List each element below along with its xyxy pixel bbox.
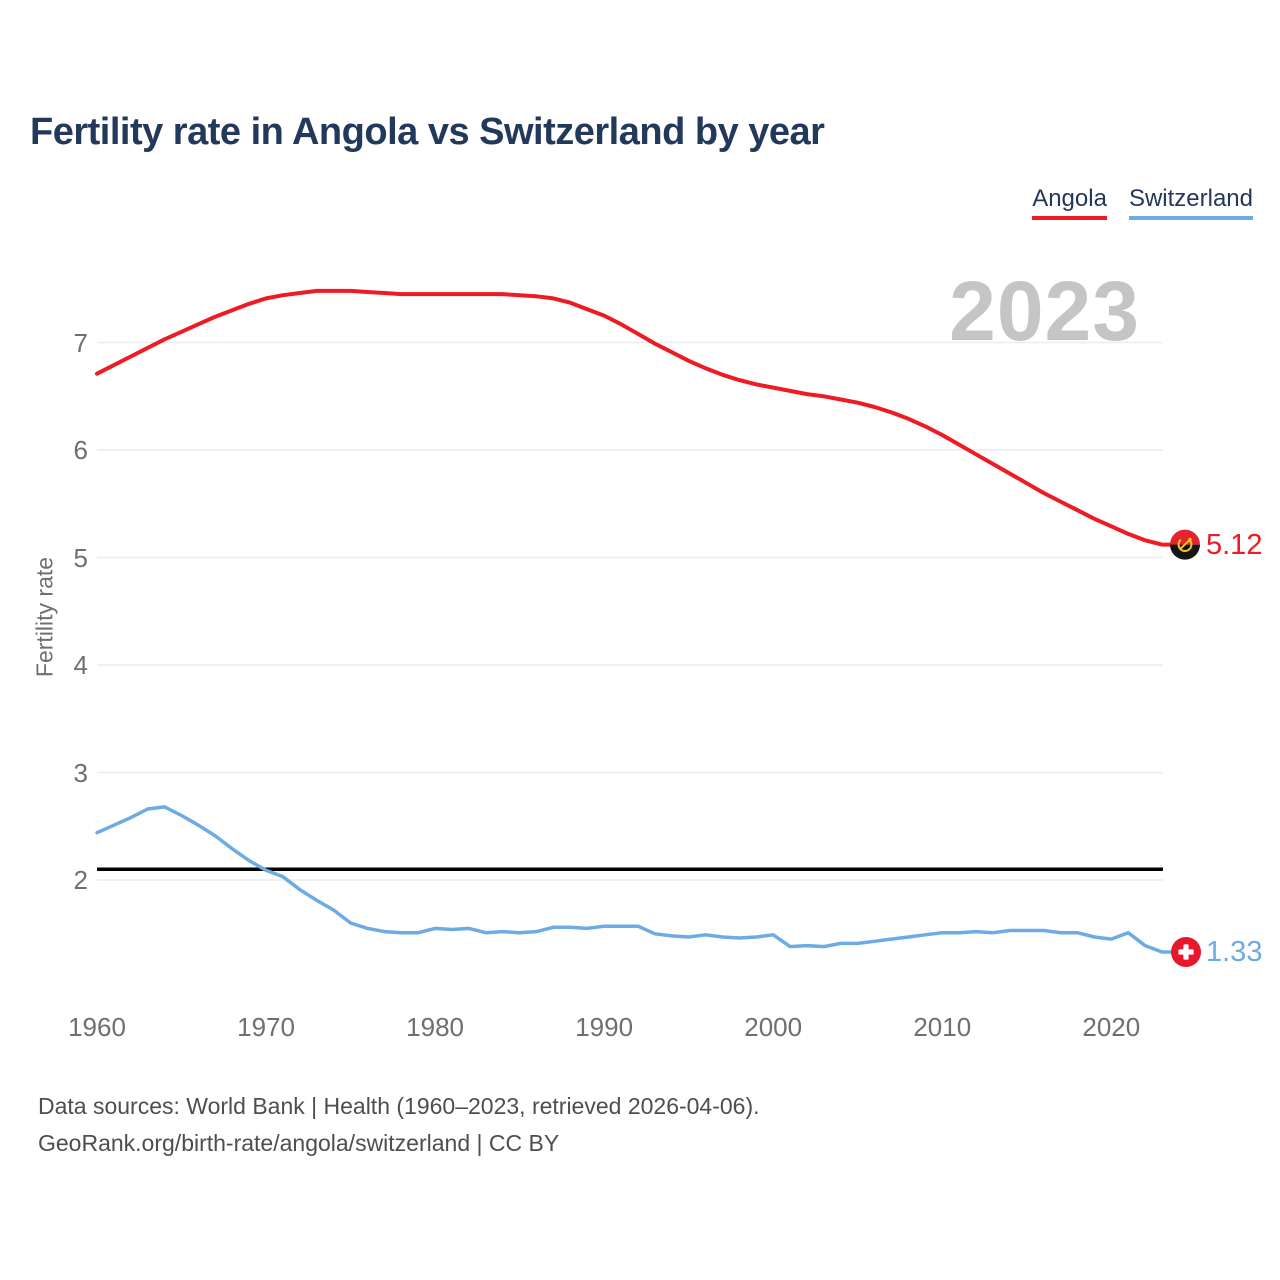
y-tick-label: 3 <box>73 757 88 788</box>
source-line-1: Data sources: World Bank | Health (1960–… <box>38 1093 760 1119</box>
angola-flag-top-half <box>1170 529 1200 545</box>
legend-label-angola: Angola <box>1032 185 1107 212</box>
switzerland-series-line <box>95 805 1187 954</box>
angola-emblem-star-icon <box>1188 537 1192 542</box>
x-tick-label: 2020 <box>1082 1012 1141 1042</box>
angola-line <box>95 288 1187 547</box>
x-tick-label: 1990 <box>575 1012 634 1042</box>
x-tick-label: 1970 <box>237 1012 295 1042</box>
y-tick-label: 6 <box>73 435 88 465</box>
x-tick-label: 2010 <box>913 1012 972 1042</box>
angola-series-line <box>95 288 1187 547</box>
angola-emblem-machete-icon <box>1179 538 1191 550</box>
y-tick-label: 7 <box>73 327 88 358</box>
page-title: Fertility rate in Angola vs Switzerland … <box>30 111 825 153</box>
y-tick-label: 2 <box>73 865 88 895</box>
y-tick-label: 4 <box>73 650 88 680</box>
switzerland-line <box>95 805 1187 954</box>
legend-label-switzerland: Switzerland <box>1128 185 1253 212</box>
switzerland-flag-marker <box>1171 937 1201 968</box>
legend: Angola Switzerland <box>1032 185 1253 221</box>
x-tick-label: 1980 <box>406 1012 465 1042</box>
gridlines <box>97 341 1163 881</box>
angola-flag-marker <box>1170 529 1200 560</box>
angola-end-value-label: 5.12 <box>1206 528 1263 561</box>
legend-item-angola[interactable]: Angola <box>1032 185 1107 221</box>
swiss-cross-icon <box>1178 949 1194 955</box>
year-watermark: 2023 <box>949 264 1140 358</box>
angola-flag-bottom-half <box>1170 544 1200 560</box>
switzerland-end-value-label: 1.33 <box>1206 936 1263 969</box>
y-tick-label: 5 <box>73 542 88 573</box>
x-tick-label: 2000 <box>744 1012 803 1042</box>
x-tick-label: 1960 <box>68 1012 126 1042</box>
source-credits: Data sources: World Bank | Health (1960–… <box>38 1088 760 1162</box>
source-line-2: GeoRank.org/birth-rate/angola/switzerlan… <box>38 1130 560 1156</box>
legend-item-switzerland[interactable]: Switzerland <box>1128 185 1253 221</box>
